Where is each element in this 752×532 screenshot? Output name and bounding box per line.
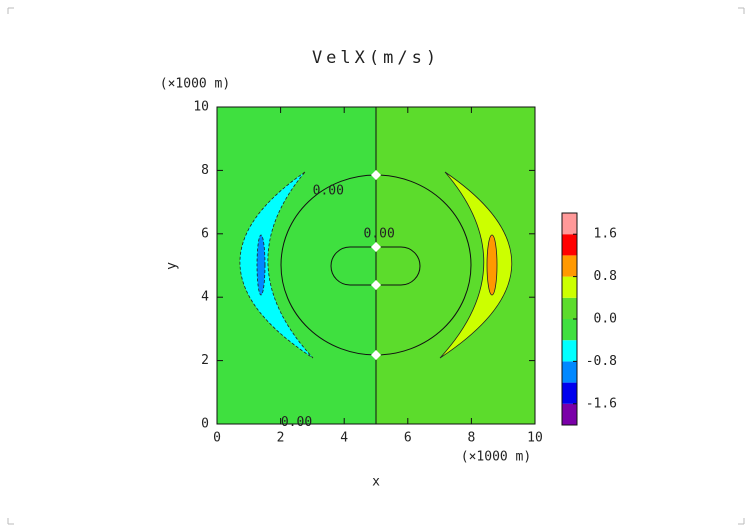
colorbar-swatch: [562, 403, 577, 425]
blue-core: [256, 234, 266, 296]
colorbar-swatch: [562, 255, 577, 277]
chart-title: VelX(m/s): [312, 48, 440, 68]
y-tick-label: 0: [201, 417, 209, 432]
contour-label: 0.00: [364, 226, 395, 241]
yellow-crescent: [439, 171, 513, 359]
orange-core: [486, 234, 498, 296]
y-axis-label: y: [165, 262, 180, 270]
x-tick-label: 4: [340, 431, 348, 446]
y-tick-label: 4: [201, 290, 209, 305]
x-tick-label: 8: [467, 431, 475, 446]
x-tick-label: 6: [404, 431, 412, 446]
x-tick-label: 2: [277, 431, 285, 446]
y-tick-label: 2: [201, 353, 209, 368]
plot-frame: [216, 106, 536, 425]
y-tick-label: 10: [193, 100, 209, 115]
colorbar-swatch: [562, 340, 577, 362]
y-unit: (×1000 m): [160, 77, 230, 92]
contour-label: 0.00: [313, 184, 344, 199]
colorbar-swatch: [562, 319, 577, 341]
colorbar-label: 0.0: [594, 312, 617, 327]
cyan-crescent: [239, 171, 314, 359]
y-tick-label: 8: [201, 163, 209, 178]
x-axis-label: x: [372, 475, 380, 490]
x-tick-label: 10: [527, 431, 543, 446]
colorbar-swatch: [562, 276, 577, 298]
colorbar-label: -1.6: [586, 396, 617, 411]
page-corners: [7, 7, 745, 525]
colorbar-label: 0.8: [594, 269, 617, 284]
contour-label: 0.00: [281, 415, 312, 430]
x-unit: (×1000 m): [461, 450, 531, 465]
contour-gaps: [371, 170, 381, 360]
colorbar-swatch: [562, 361, 577, 383]
y-tick-label: 6: [201, 226, 209, 241]
colorbar-swatch: [562, 213, 577, 235]
x-tick-label: 0: [213, 431, 221, 446]
colorbar-swatch: [562, 382, 577, 404]
colorbar-swatch: [562, 297, 577, 319]
colorbar-label: 1.6: [594, 227, 617, 242]
contour-field: [217, 107, 535, 424]
colorbar-label: -0.8: [586, 354, 617, 369]
colorbar-swatch: [562, 234, 577, 256]
